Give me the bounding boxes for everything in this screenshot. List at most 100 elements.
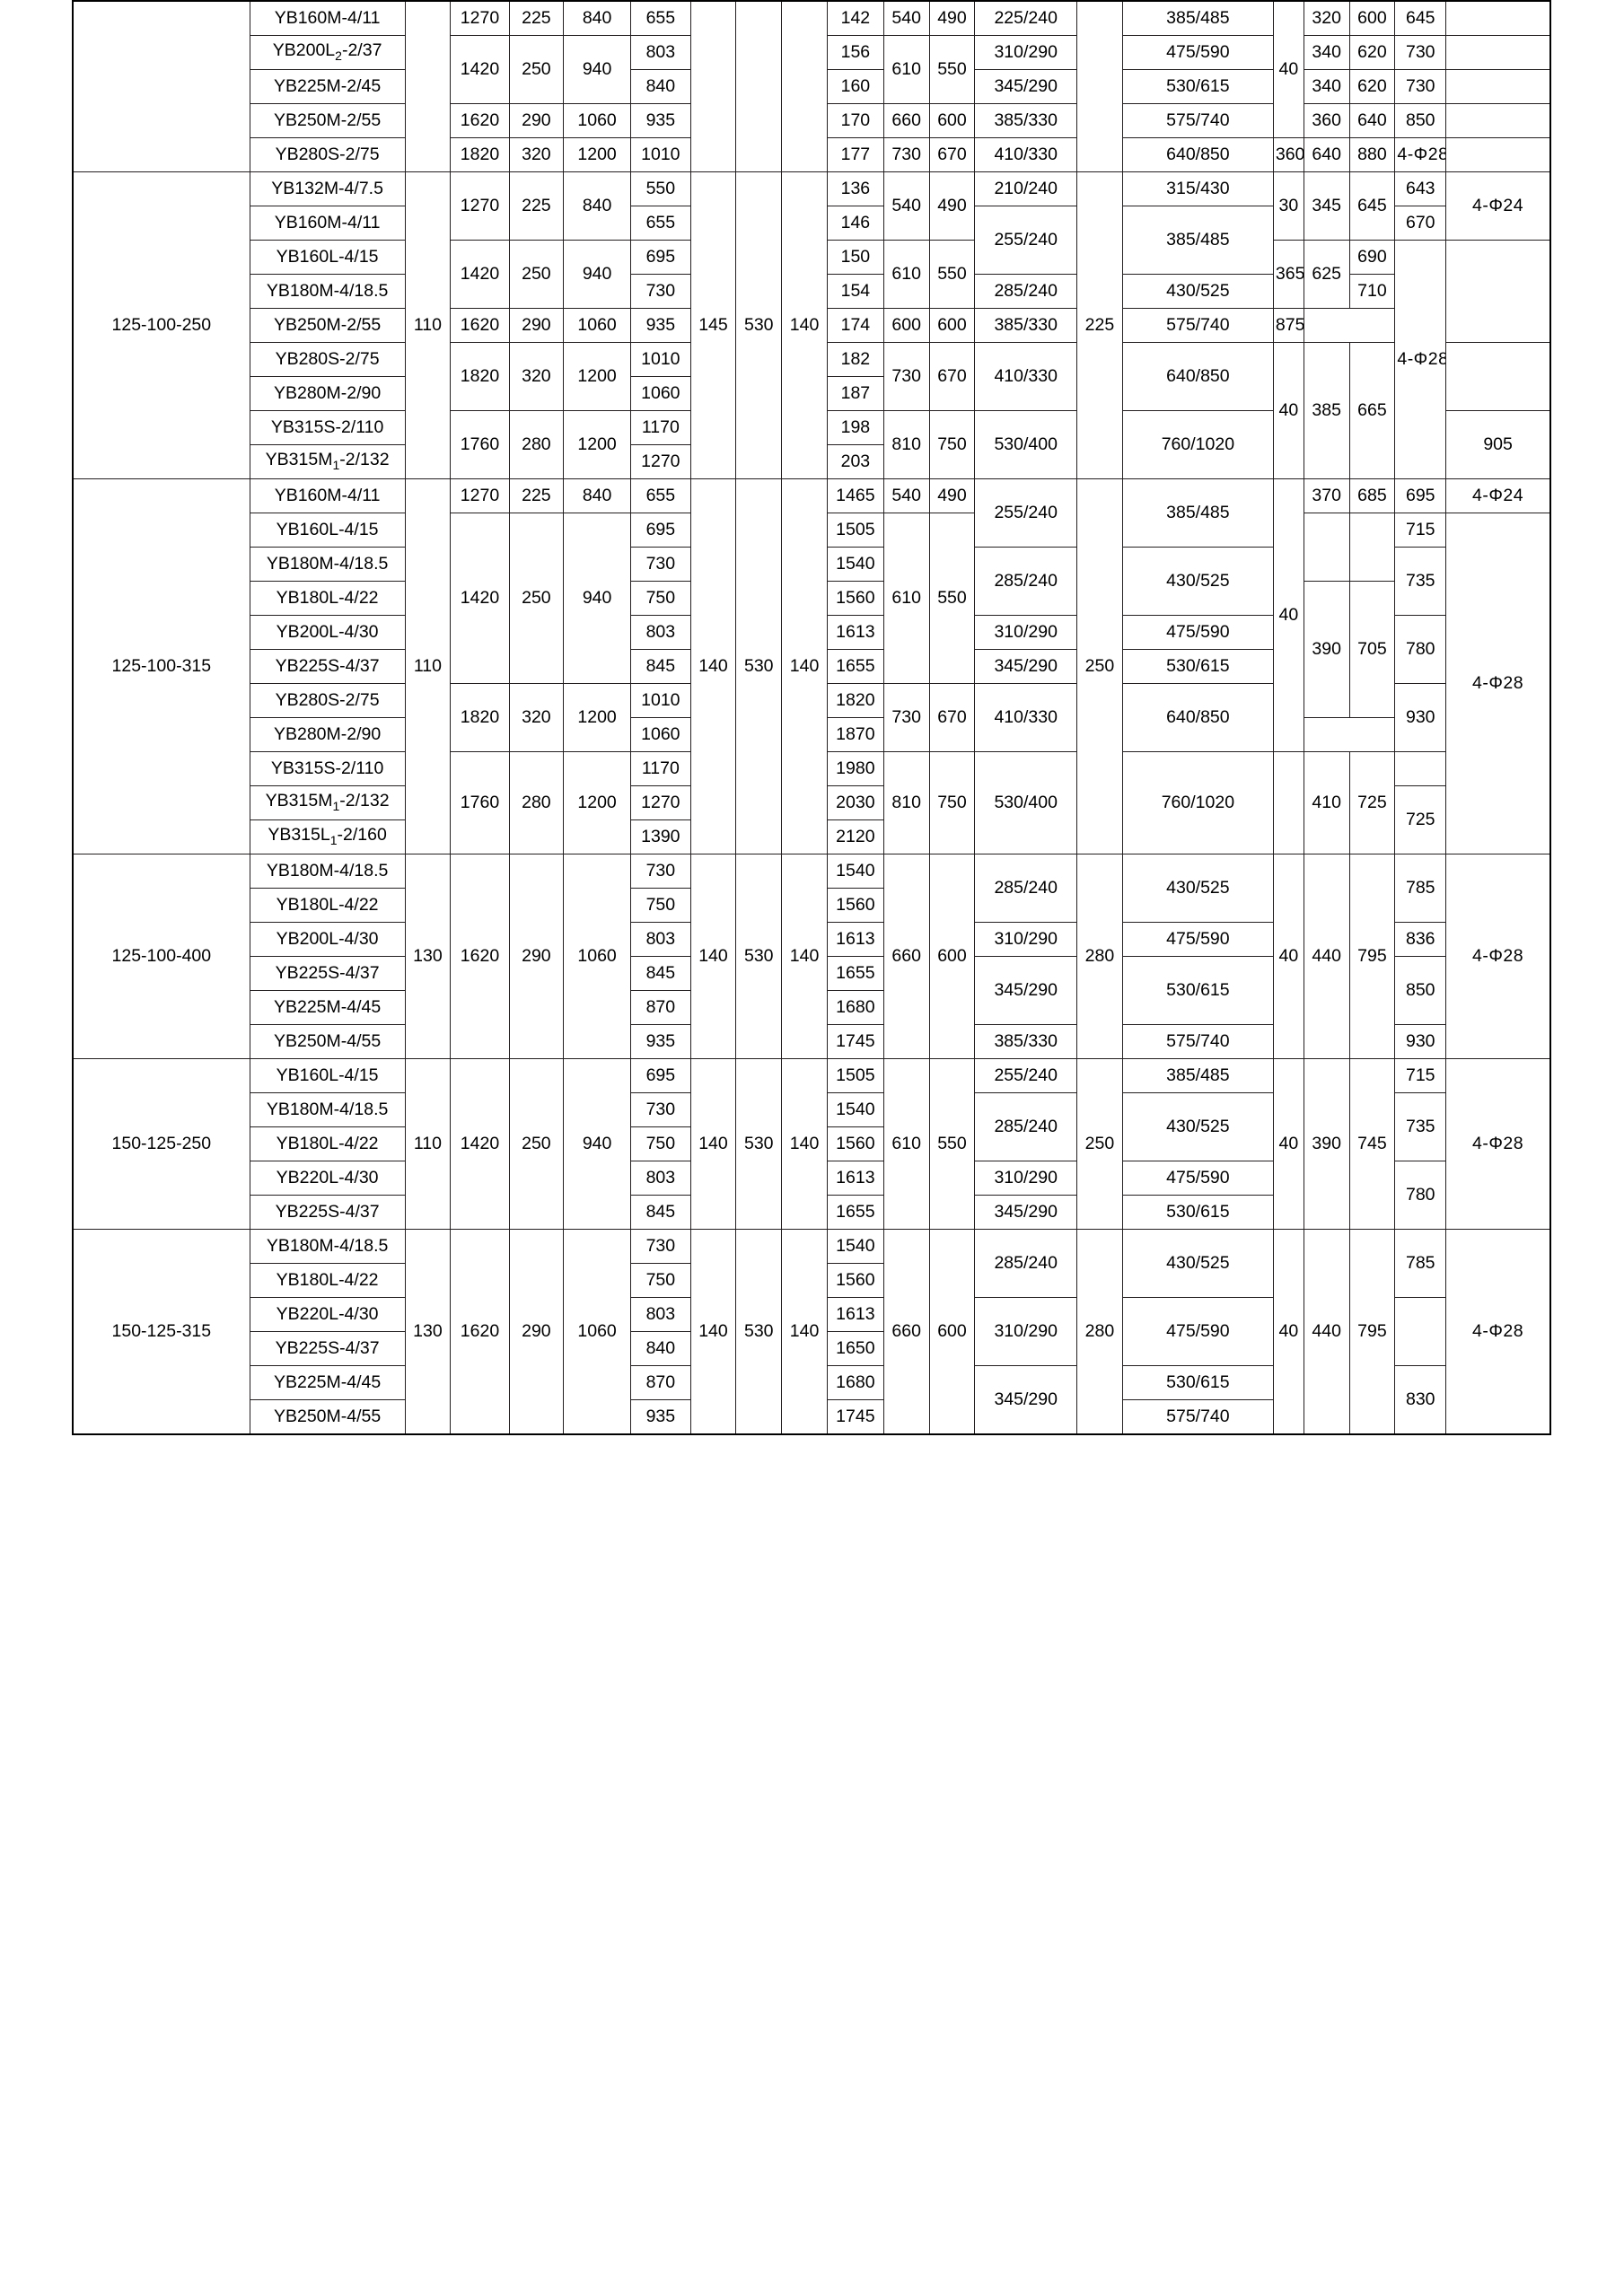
e1-cell: 360 <box>1303 103 1350 138</box>
motor-model-cell: YB180M-4/18.5 <box>249 274 406 309</box>
w-cell: 154 <box>826 274 884 309</box>
table-row: YB200L-4/30 803 1613 310/290 475/590 836 <box>73 922 1550 957</box>
pump-model-cell <box>72 0 250 172</box>
e1-cell: 390 <box>1303 1058 1350 1230</box>
l-cell: 1760 <box>450 751 510 854</box>
d1-cell: 285/240 <box>974 547 1078 616</box>
h-cell: 803 <box>630 35 691 70</box>
e-cell: 250 <box>1076 478 1123 854</box>
w-cell: 170 <box>826 103 884 138</box>
w-cell: 1613 <box>826 1297 884 1332</box>
l1-cell: 320 <box>508 342 565 411</box>
l1-cell: 290 <box>508 854 565 1059</box>
e0-cell: 30 <box>1272 171 1304 241</box>
motor-model-cell: YB180L-4/22 <box>249 888 406 923</box>
h-cell: 1270 <box>630 444 691 479</box>
e2-cell: 640 <box>1348 103 1396 138</box>
pump-model-cell: 150-125-315 <box>72 1229 250 1435</box>
w-cell: 1560 <box>826 1263 884 1298</box>
e3-cell <box>1394 751 1447 786</box>
motor-model-cell: YB250M-2/55 <box>249 103 406 138</box>
l-cell: 1620 <box>450 308 510 343</box>
e3-cell: 730 <box>1394 35 1447 70</box>
d1-cell: 530/400 <box>974 751 1078 854</box>
motor-model-cell: YB200L-4/30 <box>249 922 406 957</box>
e2-cell: 705 <box>1348 581 1396 718</box>
w2-cell: 490 <box>928 478 976 513</box>
e1-cell: 345 <box>1303 171 1350 241</box>
w2-cell: 670 <box>928 137 976 172</box>
bolts-cell: 4-Φ24 <box>1445 478 1551 513</box>
h-cell: 935 <box>630 1399 691 1435</box>
d2-cell: 760/1020 <box>1121 410 1274 479</box>
motor-model-cell: YB315S-2/110 <box>249 410 406 445</box>
table-row: YB180L-4/22 750 1560 390 705 <box>73 581 1550 718</box>
w2-cell: 600 <box>928 103 976 138</box>
w1-cell: 610 <box>882 35 930 104</box>
table-row: YB225M-2/45 840 160 345/290 530/615 340 … <box>73 69 1551 104</box>
e0-cell: 40 <box>1272 1058 1304 1230</box>
motor-model-cell: YB250M-4/55 <box>249 1399 406 1435</box>
l1-cell: 320 <box>508 137 565 172</box>
table-row: YB160M-4/11 655 146 255/240 385/485 670 <box>73 206 1550 275</box>
table-row: YB280M-2/90 1060 1870 <box>73 717 1550 752</box>
pump-model-cell: 150-125-250 <box>72 1058 250 1230</box>
w-cell: 150 <box>826 240 884 275</box>
e0-cell: 40 <box>1272 1229 1304 1435</box>
l-cell: 1270 <box>450 171 510 241</box>
d2-cell: 315/430 <box>1121 171 1274 206</box>
h-cell: 1170 <box>630 410 691 445</box>
w-cell: 1540 <box>826 547 884 582</box>
h-cell: 840 <box>630 1331 691 1366</box>
w1-cell: 610 <box>882 240 930 309</box>
bolts-cell <box>1445 103 1551 138</box>
d1-cell: 285/240 <box>974 854 1078 923</box>
h-cell: 870 <box>630 990 691 1025</box>
l-cell: 1620 <box>450 103 510 138</box>
w-cell: 1820 <box>826 683 884 718</box>
e3-cell: 836 <box>1394 922 1447 957</box>
w2-cell: 490 <box>928 0 976 36</box>
w1-cell: 730 <box>882 342 930 411</box>
w2-cell: 750 <box>928 751 976 854</box>
e0-cell: 40 <box>1272 342 1304 479</box>
b-cell: 1200 <box>563 410 632 479</box>
l1-cell: 225 <box>508 171 565 241</box>
c1-cell <box>404 0 452 172</box>
h-cell: 845 <box>630 649 691 684</box>
table-row: YB180L-4/22 750 1560 <box>73 888 1550 923</box>
e2-cell: 795 <box>1348 854 1396 1059</box>
motor-model-cell: YB160M-4/11 <box>249 0 406 36</box>
h-cell: 730 <box>630 854 691 889</box>
motor-model-cell: YB160M-4/11 <box>249 206 406 241</box>
b-cell: 1200 <box>563 137 632 172</box>
b-cell: 940 <box>563 1058 632 1230</box>
w1-cell: 730 <box>882 137 930 172</box>
w-cell: 2030 <box>826 785 884 820</box>
w1-cell: 660 <box>882 103 930 138</box>
bolts-cell: 4-Φ28 <box>1445 513 1551 854</box>
d1-cell: 345/290 <box>974 1195 1078 1230</box>
h-cell: 1060 <box>630 376 691 411</box>
e0-cell: 40 <box>1272 478 1304 752</box>
table-row: YB315M1-2/132 1270 203 <box>73 444 1550 479</box>
d2-cell: 430/525 <box>1121 547 1274 616</box>
e1-cell: 440 <box>1303 854 1350 1059</box>
table-row: YB180L-4/22 750 1560 <box>73 1126 1550 1161</box>
w1-cell: 810 <box>882 751 930 854</box>
h-cell: 870 <box>630 1365 691 1400</box>
e3-cell: 735 <box>1394 547 1447 616</box>
w-cell: 1655 <box>826 956 884 991</box>
l-cell: 1620 <box>450 854 510 1059</box>
table-row: YB200L2-2/37 1420 250 940 803 156 610 55… <box>73 35 1551 104</box>
w1-cell: 610 <box>882 1058 930 1230</box>
e3-cell: 780 <box>1394 1161 1447 1230</box>
d2-cell: 530/615 <box>1121 69 1274 104</box>
motor-model-cell: YB250M-2/55 <box>249 308 406 343</box>
d2-cell: 530/615 <box>1121 956 1274 1025</box>
bolts-cell <box>1445 69 1551 104</box>
b-cell: 840 <box>563 0 632 36</box>
l1-cell: 225 <box>508 478 565 513</box>
d2-cell: 760/1020 <box>1121 751 1274 854</box>
l-cell: 1270 <box>450 478 510 513</box>
